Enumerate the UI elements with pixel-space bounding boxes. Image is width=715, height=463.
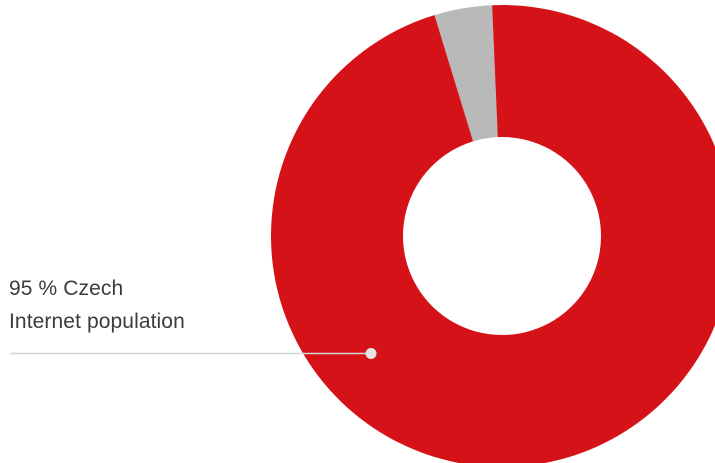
callout-dot [365, 348, 377, 359]
donut-slices [271, 5, 715, 463]
callout-label: 95 % Czech Internet population [9, 272, 185, 338]
callout-label-line-1: 95 % Czech [9, 277, 124, 300]
callout-label-line-2: Internet population [9, 310, 185, 333]
donut-slice-remainder [434, 5, 498, 142]
donut-slice-czech-internet-population [271, 5, 715, 463]
